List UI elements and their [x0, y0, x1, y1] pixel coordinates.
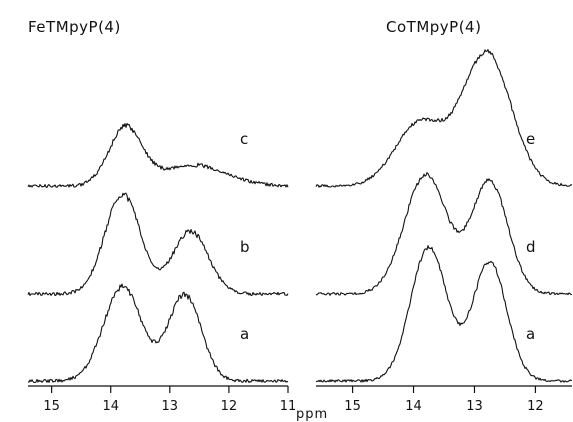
cotmpyp-tick-label-13: 13: [466, 399, 483, 414]
cotmpyp-tick-label-14: 14: [405, 399, 422, 414]
fetmpyp-trace-a: [27, 283, 289, 384]
fetmpyp-trace-b: [27, 192, 289, 297]
fetmpyp-trace-labels: c b a: [240, 130, 250, 343]
fetmpyp-panel: FeTMpyP(4) c b a 15 14 13 12 11: [27, 18, 296, 414]
cotmpyp-tick-label-15: 15: [344, 399, 361, 414]
fetmpyp-tick-label-13: 13: [162, 399, 179, 414]
x-axis-unit-label: ppm: [296, 407, 328, 422]
cotmpyp-panel: CoTMpyP(4) e d a 15 14 13 12: [315, 18, 573, 414]
fetmpyp-trace-label-a: a: [240, 325, 249, 343]
cotmpyp-trace-e: [315, 49, 573, 188]
cotmpyp-panel-title: CoTMpyP(4): [386, 18, 481, 36]
fetmpyp-trace-label-c: c: [240, 130, 248, 148]
fetmpyp-x-ticks: 15 14 13 12 11: [43, 386, 296, 414]
cotmpyp-x-ticks: 15 14 13 12: [344, 386, 544, 414]
fetmpyp-tick-label-15: 15: [43, 399, 60, 414]
fetmpyp-traces: [27, 122, 289, 384]
cotmpyp-trace-labels: e d a: [526, 130, 536, 343]
cotmpyp-trace-d: [315, 172, 573, 296]
fetmpyp-trace-c: [27, 122, 289, 188]
fetmpyp-panel-title: FeTMpyP(4): [28, 18, 121, 36]
cotmpyp-trace-label-d: d: [526, 238, 536, 256]
fetmpyp-trace-label-b: b: [240, 238, 250, 256]
cotmpyp-trace-label-a: a: [526, 325, 535, 343]
cotmpyp-trace-label-e: e: [526, 130, 535, 148]
cotmpyp-tick-label-12: 12: [527, 399, 544, 414]
fetmpyp-tick-label-12: 12: [221, 399, 238, 414]
cotmpyp-trace-a: [315, 245, 573, 383]
fetmpyp-tick-label-14: 14: [102, 399, 119, 414]
fetmpyp-tick-label-11: 11: [280, 399, 297, 414]
cotmpyp-traces: [315, 49, 573, 383]
